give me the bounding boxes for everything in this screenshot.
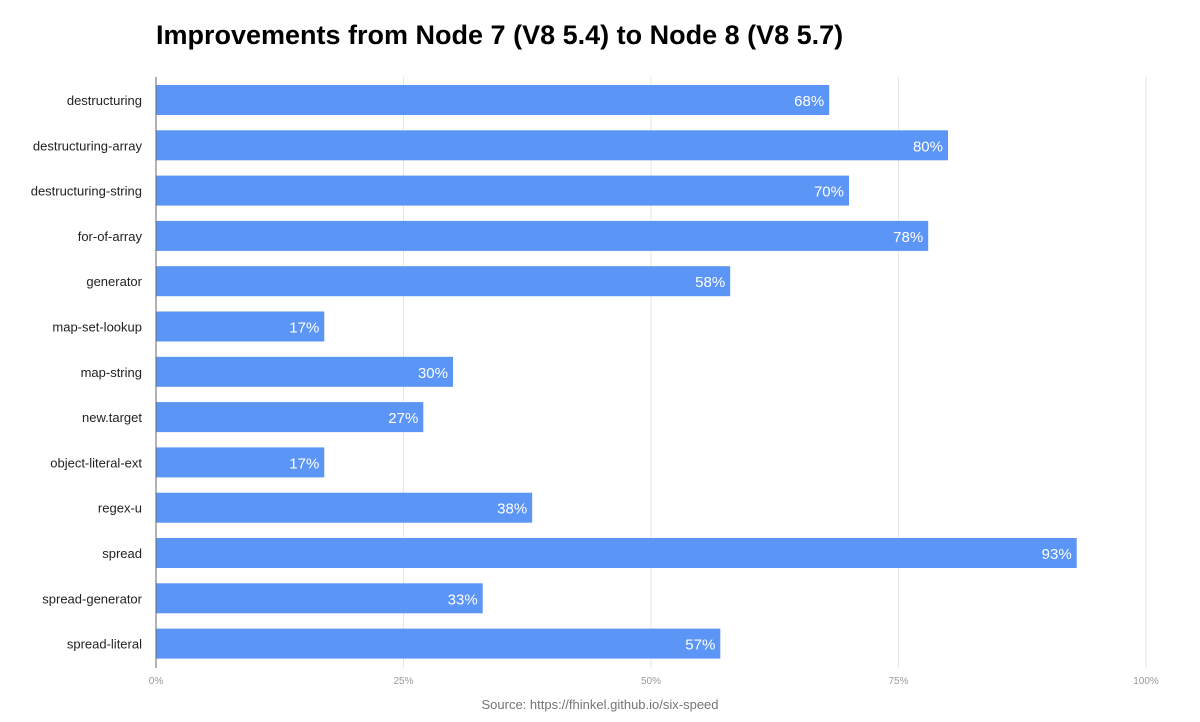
category-label: object-literal-ext [50, 455, 142, 470]
value-label: 68% [794, 93, 824, 110]
value-label: 93% [1042, 546, 1072, 563]
bar [156, 538, 1077, 568]
value-label: 70% [814, 184, 844, 201]
value-label: 80% [913, 138, 943, 155]
bars [156, 85, 1077, 659]
value-label: 17% [289, 320, 319, 337]
bar [156, 130, 948, 161]
bar [156, 583, 483, 614]
bar [156, 492, 533, 523]
bar [156, 220, 929, 251]
bar [156, 311, 325, 342]
category-label: map-string [81, 365, 142, 380]
x-tick-label: 100% [1133, 676, 1159, 687]
category-label: for-of-array [78, 229, 143, 244]
value-label: 33% [448, 591, 478, 608]
x-tick-label: 75% [888, 676, 908, 687]
bar [156, 175, 849, 206]
value-label: 58% [695, 274, 725, 291]
x-tick-label: 0% [149, 676, 164, 687]
category-label: spread-literal [67, 637, 142, 652]
value-label: 30% [418, 365, 448, 382]
value-label: 27% [388, 410, 418, 427]
value-label: 78% [893, 229, 923, 246]
bar [156, 402, 424, 433]
x-axis-ticks: 0% 25% 50% 75% 100% [149, 676, 1159, 687]
category-labels: destructuring destructuring-array destruct… [31, 93, 143, 652]
category-label: spread-generator [42, 591, 142, 606]
value-label: 57% [685, 637, 715, 654]
chart-source: Source: https://fhinkel.github.io/six-sp… [481, 697, 719, 712]
gridlines [403, 77, 1147, 668]
category-label: destructuring-array [33, 138, 143, 153]
bar [156, 266, 731, 297]
category-label: regex-u [98, 501, 142, 516]
value-label: 38% [497, 501, 527, 518]
category-label: destructuring-string [31, 184, 142, 199]
category-label: destructuring [67, 93, 142, 108]
bar [156, 85, 830, 115]
x-tick-label: 25% [393, 676, 413, 687]
bar [156, 447, 325, 478]
bar [156, 628, 721, 659]
category-label: generator [86, 274, 142, 289]
value-label: 17% [289, 455, 319, 472]
category-label: spread [102, 546, 142, 561]
category-label: map-set-lookup [52, 320, 142, 335]
bar [156, 356, 453, 387]
category-label: new.target [82, 410, 142, 425]
value-labels: 68% 80% 70% 78% 58% 17% 30% 27% 17% 38% 93% 33% 57% [289, 93, 1071, 654]
x-tick-label: 50% [641, 676, 661, 687]
chart-title: Improvements from Node 7 (V8 5.4) to Nod… [156, 20, 844, 50]
